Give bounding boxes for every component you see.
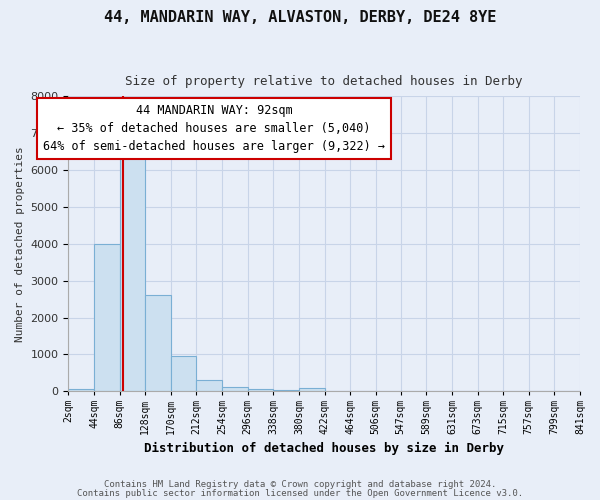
Bar (145, 296, 171, 392)
Text: 44, MANDARIN WAY, ALVASTON, DERBY, DE24 8YE: 44, MANDARIN WAY, ALVASTON, DERBY, DE24 … (104, 10, 496, 25)
Text: 44 MANDARIN WAY: 92sqm
← 35% of detached houses are smaller (5,040)
64% of semi-: 44 MANDARIN WAY: 92sqm ← 35% of detached… (43, 104, 385, 153)
Bar (171, 356, 196, 392)
Bar (196, 380, 222, 392)
Bar (119, 148, 145, 392)
Bar (94, 244, 119, 392)
Y-axis label: Number of detached properties: Number of detached properties (15, 146, 25, 342)
Text: Contains HM Land Registry data © Crown copyright and database right 2024.: Contains HM Land Registry data © Crown c… (104, 480, 496, 489)
Bar (222, 387, 248, 392)
Bar (68, 388, 94, 392)
Title: Size of property relative to detached houses in Derby: Size of property relative to detached ho… (125, 75, 523, 88)
Bar (299, 388, 325, 392)
X-axis label: Distribution of detached houses by size in Derby: Distribution of detached houses by size … (144, 442, 504, 455)
Bar (248, 388, 273, 392)
Text: Contains public sector information licensed under the Open Government Licence v3: Contains public sector information licen… (77, 490, 523, 498)
Bar (273, 390, 299, 392)
